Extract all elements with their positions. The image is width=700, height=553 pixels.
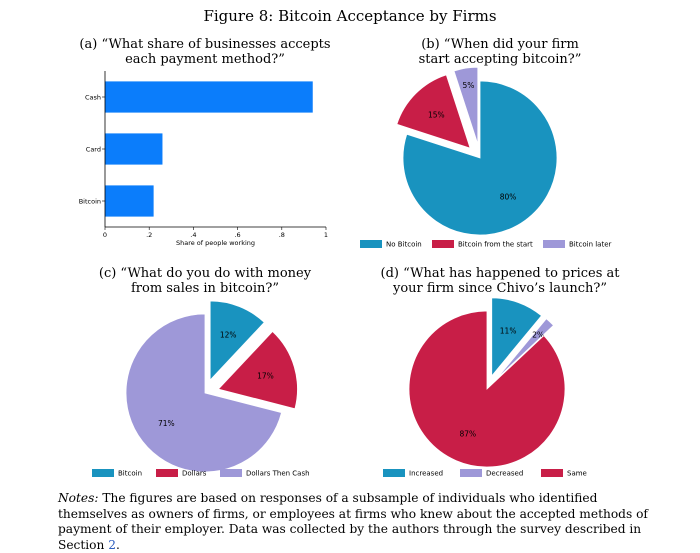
legend-swatch-bitcoin-from-the-start [432,240,454,248]
panel-a-title-line-1: (a) “What share of businesses accepts [79,37,331,52]
bar-card [105,133,163,165]
y-tick-label-bitcoin: Bitcoin [79,198,101,206]
slice-bitcoin-from-the-start [396,74,471,149]
pie-chart-d: 11% 2% 87% Increased Decreased Same [383,297,587,478]
slice-no-bitcoin [402,80,558,236]
slice-increased [491,297,543,377]
legend-swatch-bitcoin [92,469,114,477]
legend-label-dollars: Dollars [182,470,207,478]
panel-a-title: (a) “What share of businesses accepts ea… [55,37,355,67]
legend-label-decreased: Decreased [486,470,523,478]
legend-label-same: Same [567,470,587,478]
slice-bitcoin-later [453,66,479,145]
slice-label-bitcoin: 12% [220,330,237,339]
slice-label-same: 87% [459,429,476,438]
slice-label-dollars: 17% [257,371,274,380]
y-tick-label-card: Card [86,146,101,154]
legend-swatch-dollars-then-cash [220,469,242,477]
legend-b: No Bitcoin Bitcoin from the start Bitcoin … [360,240,612,249]
legend-swatch-same [541,469,563,477]
panel-d-title: (d) “What has happened to prices at your… [350,266,650,296]
legend-label-bitcoin-from-the-start: Bitcoin from the start [458,241,533,249]
notes-end: . [116,537,120,552]
slice-label-no-bitcoin: 80% [500,193,517,202]
legend-label-bitcoin: Bitcoin [118,470,142,478]
pie-chart-c: 12% 17% 71% Bitcoin Dollars Dollars Then Cash [92,300,310,478]
panel-a-title-line-2: each payment method?” [125,52,285,67]
panel-d-title-line-2: your firm since Chivo’s launch?” [392,281,608,296]
section-link[interactable]: 2 [108,537,117,552]
x-tick-label: 1 [324,231,328,239]
notes: Notes: The figures are based on response… [58,491,648,553]
figure-charts: Cash Card Bitcoin 0 .2 .4 .6 .8 1 Share of people… [79,66,612,478]
slice-label-increased: 11% [500,326,517,335]
legend-swatch-bitcoin-later [543,240,565,248]
bar-cash [105,81,313,113]
panel-c-title-line-2: from sales in bitcoin?” [130,281,279,296]
slice-label-decreased: 2% [532,330,544,339]
panel-c-title-line-1: (c) “What do you do with money [98,266,312,281]
bar-bitcoin [105,185,154,217]
legend-label-no-bitcoin: No Bitcoin [386,241,422,249]
panel-b-title-line-2: start accepting bitcoin?” [418,52,582,67]
panel-b-title: (b) “When did your firm start accepting … [350,37,650,67]
x-tick-label: .6 [234,231,240,239]
slice-dollars-then-cash [125,313,283,473]
legend-d: Increased Decreased Same [383,469,587,478]
slice-same [408,310,566,468]
legend-label-dollars-then-cash: Dollars Then Cash [246,470,310,478]
panel-b-title-line-1: (b) “When did your firm [421,37,579,52]
slice-label-dollars-then-cash: 71% [158,419,175,428]
x-axis-label: Share of people working [176,239,255,247]
legend-label-bitcoin-later: Bitcoin later [569,241,612,249]
legend-label-increased: Increased [409,470,443,478]
panel-d-title-line-1: (d) “What has happened to prices at [380,266,620,281]
x-tick-label: .8 [279,231,285,239]
slice-decreased [496,318,555,380]
slice-label-bitcoin-from-the-start: 15% [428,110,445,119]
x-tick-label: .4 [190,231,196,239]
legend-c: Bitcoin Dollars Dollars Then Cash [92,469,310,478]
figure-title: Figure 8: Bitcoin Acceptance by Firms [203,7,497,25]
legend-swatch-dollars [156,469,178,477]
notes-label: Notes: [58,491,99,505]
x-tick-label: .2 [146,231,152,239]
slice-dollars [217,330,298,410]
y-tick-label-cash: Cash [85,94,101,102]
bar-chart-a: Cash Card Bitcoin 0 .2 .4 .6 .8 1 Share of people… [79,71,328,247]
legend-swatch-no-bitcoin [360,240,382,248]
legend-swatch-increased [383,469,405,477]
notes-text: The figures are based on responses of a … [58,491,648,552]
legend-swatch-decreased [460,469,482,477]
slice-bitcoin [209,300,265,381]
pie-chart-b: 80% 15% 5% No Bitcoin Bitcoin from the start… [360,66,612,249]
x-tick-label: 0 [103,231,107,239]
slice-label-bitcoin-later: 5% [462,81,474,90]
panel-c-title: (c) “What do you do with money from sale… [55,266,355,296]
